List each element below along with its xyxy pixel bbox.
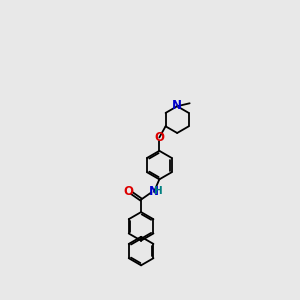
Text: N: N bbox=[172, 99, 182, 112]
Text: O: O bbox=[123, 185, 134, 198]
Text: O: O bbox=[154, 131, 164, 144]
Text: N: N bbox=[149, 185, 159, 198]
Text: H: H bbox=[154, 186, 163, 196]
